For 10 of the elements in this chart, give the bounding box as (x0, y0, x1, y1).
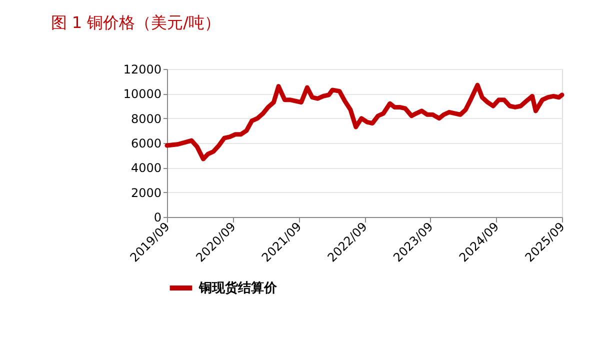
chart-title: 图 1 铜价格（美元/吨） (50, 13, 221, 32)
line-series (164, 82, 564, 162)
y-tick-label: 0 (154, 210, 162, 224)
y-tick-label: 10000 (123, 87, 162, 102)
legend-label: 铜现货结算价 (198, 280, 278, 296)
y-tick-label: 12000 (123, 62, 162, 76)
y-tick-label: 2000 (130, 186, 162, 200)
y-tick-label: 8000 (130, 112, 162, 126)
y-tick-label: 4000 (130, 161, 162, 176)
y-tick-label: 6000 (130, 136, 162, 150)
